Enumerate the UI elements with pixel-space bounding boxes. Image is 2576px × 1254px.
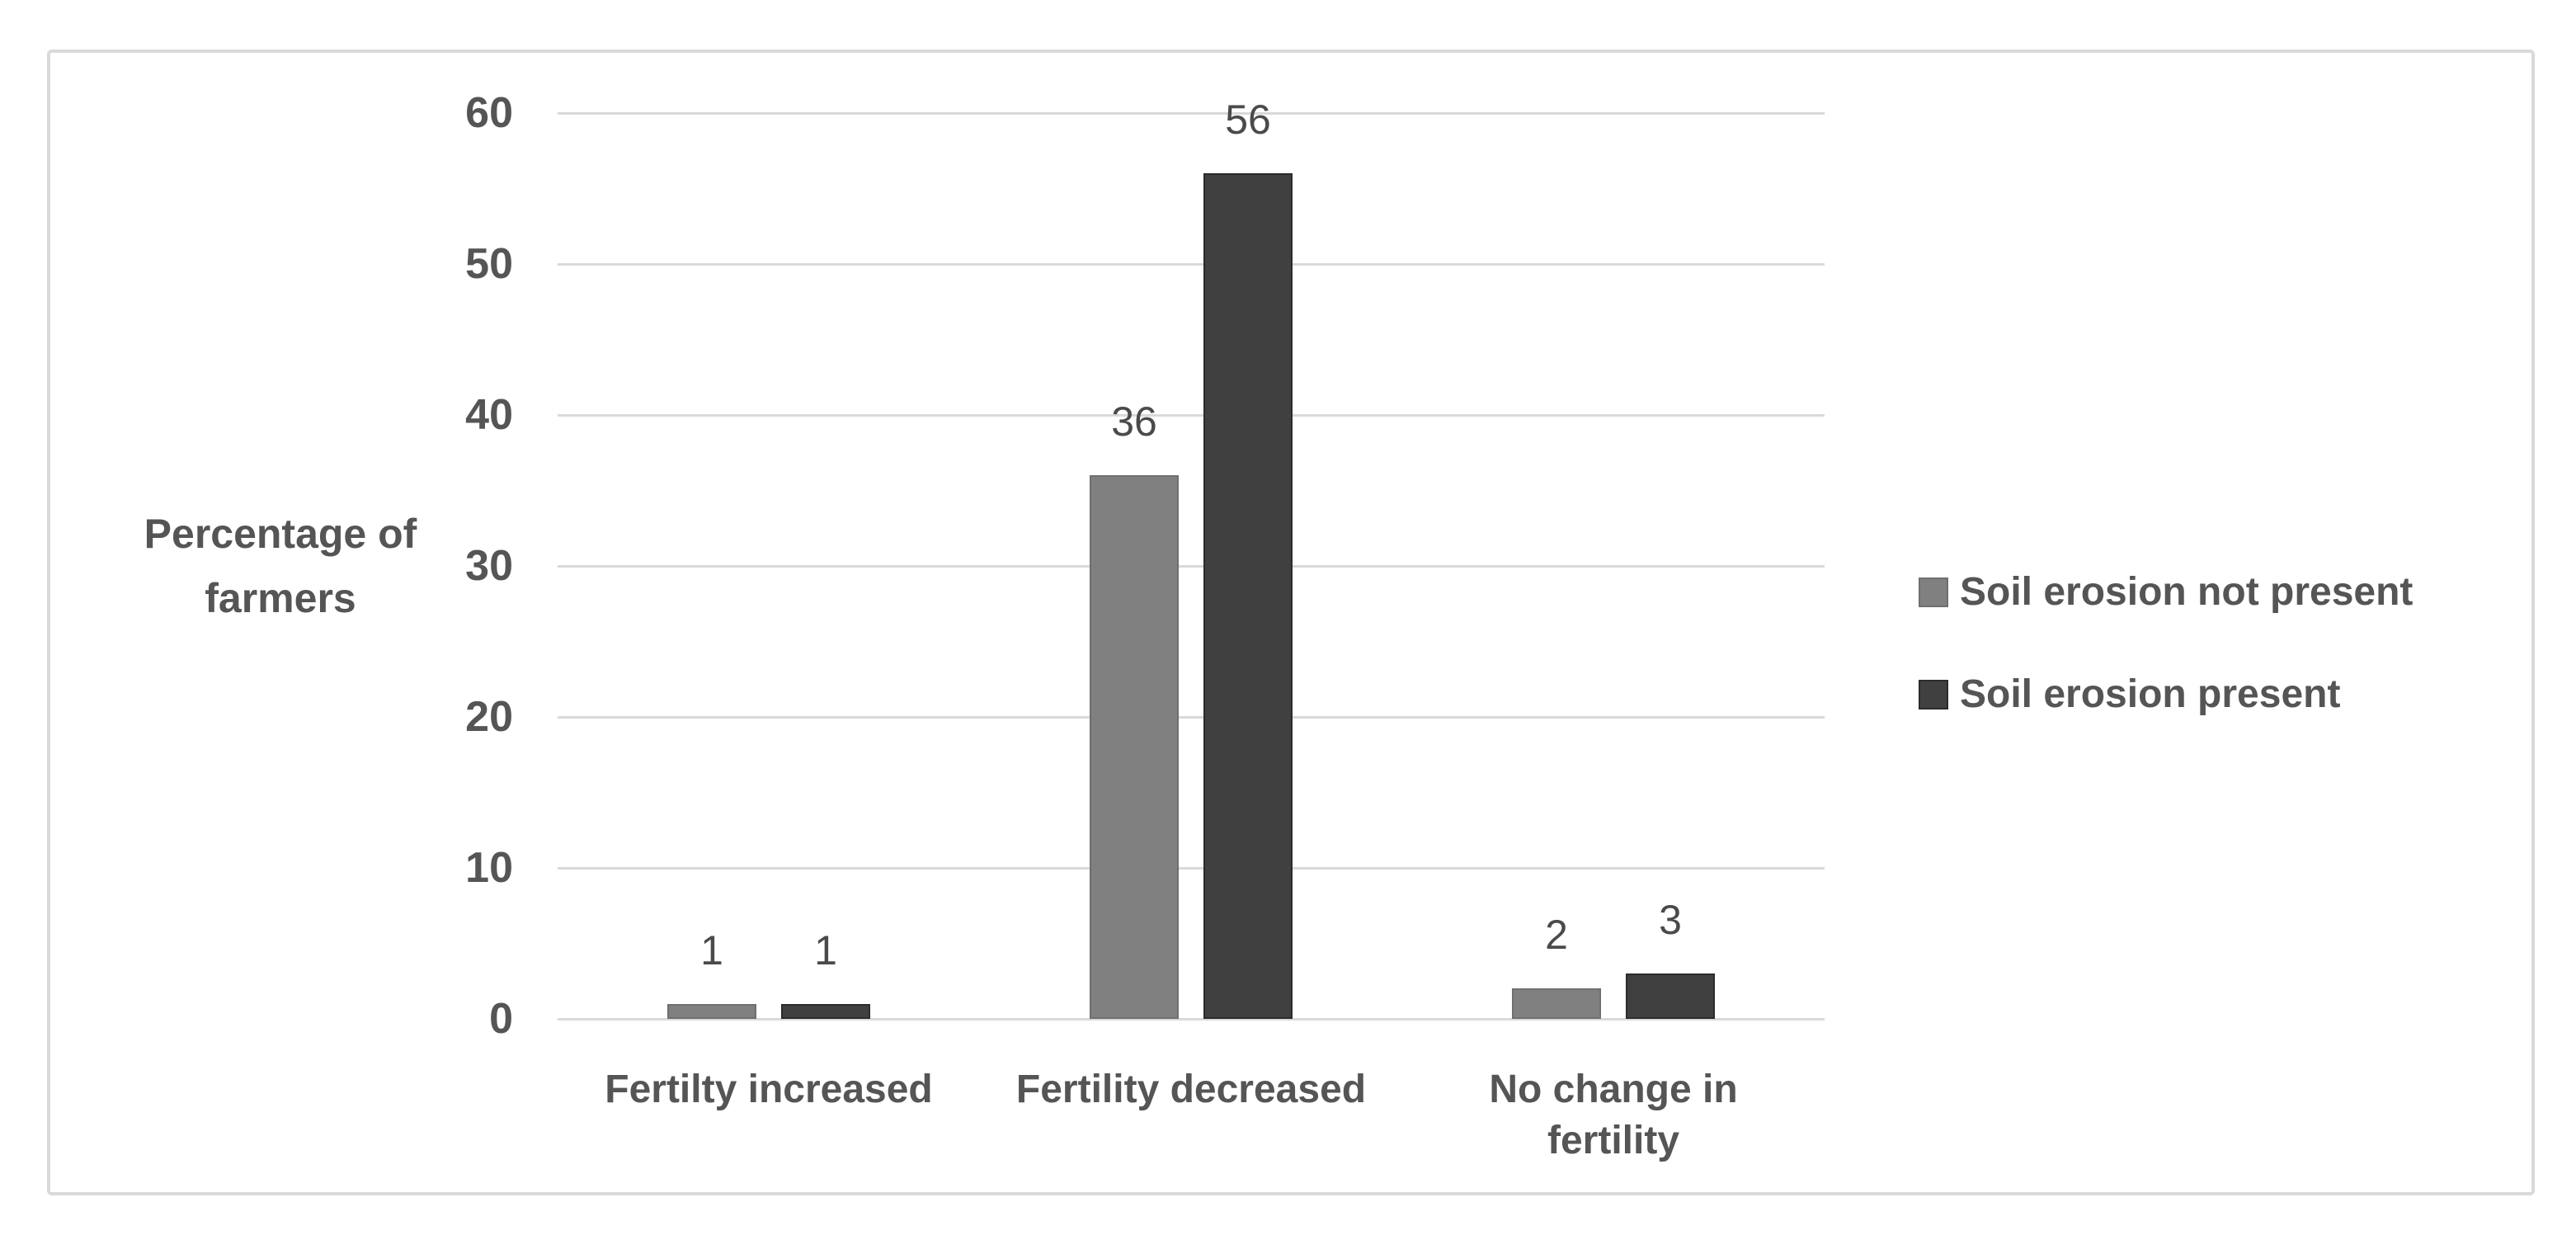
gridline-20 [558,716,1825,719]
y-tick-label: 60 [465,89,513,137]
category-label: Fertility decreased [1015,1068,1367,1111]
y-tick-label: 30 [465,542,513,590]
bar-value-label: 1 [700,926,723,974]
bar-value-label: 36 [1111,398,1157,446]
y-tick-label: 0 [489,995,513,1043]
bar-series1-cat0 [781,1003,870,1019]
legend-swatch-icon [1919,680,1948,710]
gridline-50 [558,263,1825,266]
bar-value-label: 1 [814,926,837,974]
gridline-10 [558,867,1825,870]
y-tick-label: 50 [465,240,513,288]
bar-value-label: 56 [1225,97,1271,144]
bar-value-label: 2 [1545,912,1568,959]
bar-series0-cat0 [667,1003,756,1019]
bar-series0-cat2 [1512,988,1601,1019]
category-label: Fertilty increased [605,1068,933,1111]
category-label: No change in fertility [1489,1068,1738,1162]
bar-value-label: 3 [1659,897,1682,944]
y-tick-label: 10 [465,844,513,892]
legend-label: Soil erosion not present [1960,570,2414,614]
gridline-0 [558,1018,1825,1021]
y-axis-title: Percentage of farmers [144,511,417,621]
y-tick-label: 40 [465,391,513,439]
legend-swatch-icon [1919,578,1948,607]
bar-series0-cat1 [1090,475,1179,1019]
gridline-60 [558,112,1825,115]
bar-series1-cat1 [1203,173,1293,1019]
legend-label: Soil erosion present [1960,672,2341,716]
gridline-40 [558,414,1825,417]
gridline-30 [558,565,1825,568]
y-tick-label: 20 [465,693,513,741]
bar-series1-cat2 [1626,974,1715,1019]
